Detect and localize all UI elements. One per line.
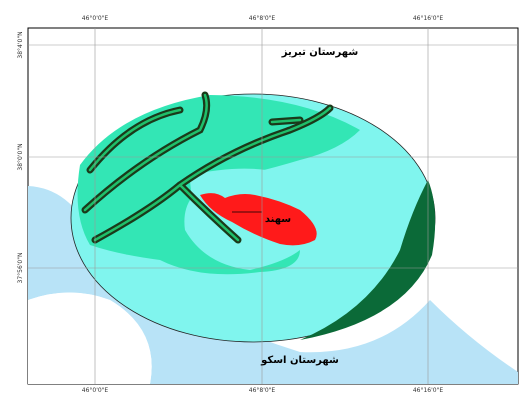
- top-label: 46°0'0"E: [82, 15, 109, 22]
- place-label: شهرستان تبریز: [281, 47, 359, 58]
- left-label: 38°0'0"N: [17, 143, 24, 170]
- place-label: شهرستان اسکو: [260, 355, 339, 366]
- water-area: [28, 186, 518, 384]
- river-centers: [83, 93, 332, 242]
- sahand-area: [200, 193, 317, 246]
- bottom-label: 46°8'0"E: [249, 387, 276, 394]
- bottom-label: 46°16'0"E: [413, 387, 443, 394]
- bottom-label: 46°0'0"E: [82, 387, 109, 394]
- left-label: 37°56'0"N: [17, 253, 24, 284]
- top-label: 46°8'0"E: [249, 15, 276, 22]
- top-label: 46°16'0"E: [413, 15, 443, 22]
- place-label: سهند: [265, 214, 291, 225]
- blank-area: [28, 292, 152, 384]
- zone-medium: [77, 95, 361, 275]
- left-label: 38°4'0"N: [17, 31, 24, 58]
- graticule: [28, 28, 518, 384]
- zone-dark: [300, 180, 436, 340]
